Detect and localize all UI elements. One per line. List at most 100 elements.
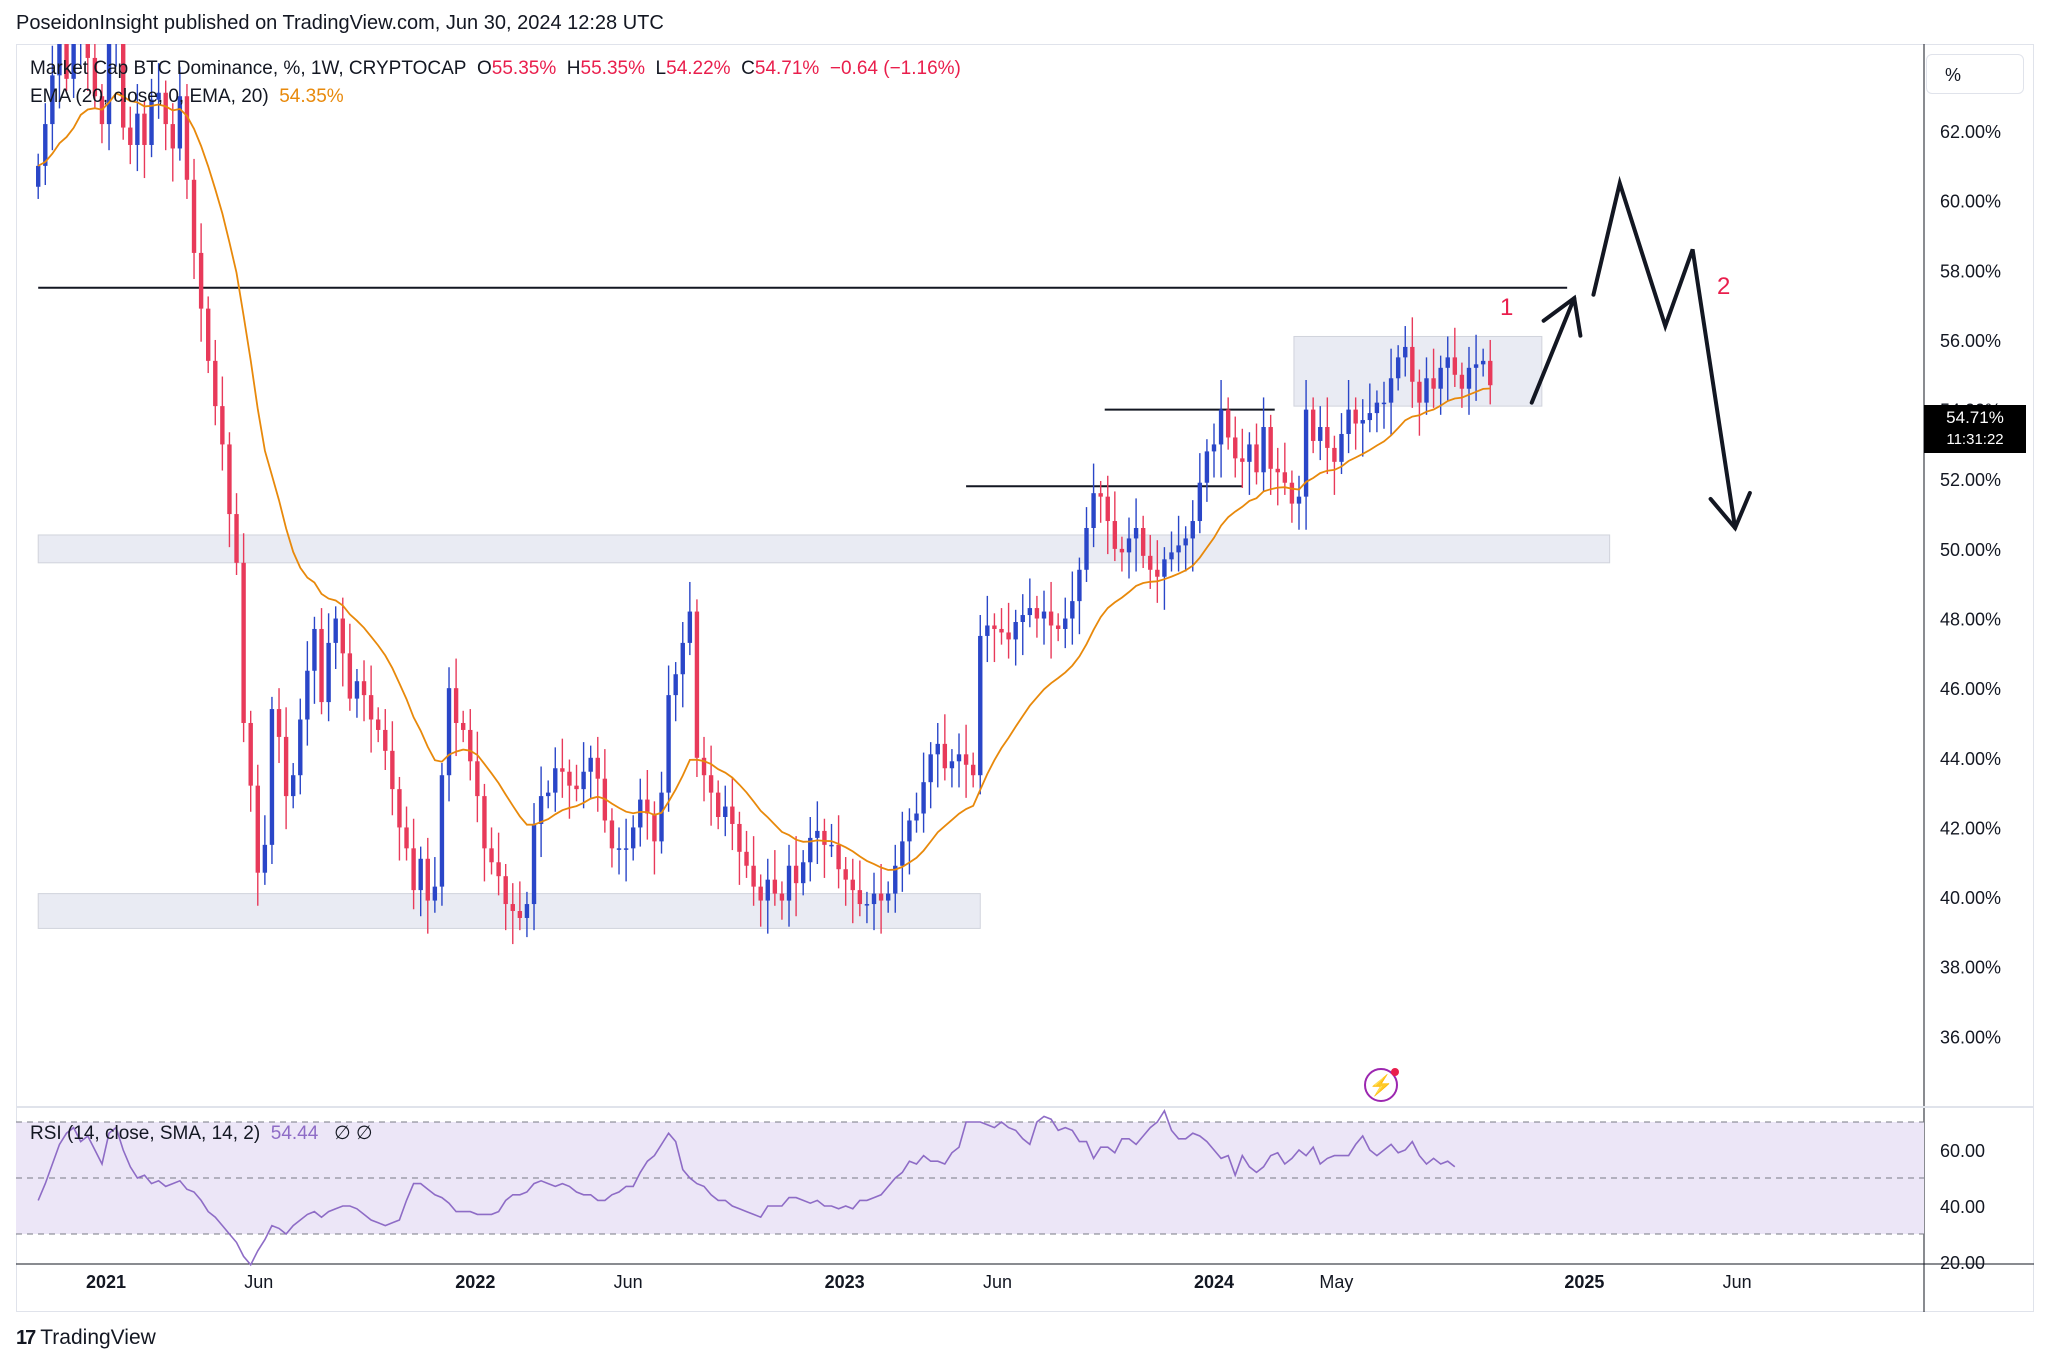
candle [1126,517,1132,579]
candle-body [822,830,827,845]
candle-body [347,653,353,699]
tradingview-logo[interactable]: 17 TradingView [16,1326,156,1350]
candle [276,688,282,764]
candle-body [560,768,565,772]
percent-scale-button[interactable]: % [1926,54,2024,94]
candle-body [220,406,225,445]
candle [765,858,770,934]
candle-body [765,879,770,901]
candle-body [305,670,310,720]
candle-body [85,44,90,58]
candle-body [885,893,891,901]
ema-legend[interactable]: EMA (20, close, 0, EMA, 20) 54.35% [30,86,344,108]
candle [1133,498,1139,572]
chart-frame[interactable] [16,44,2034,1312]
candle-body [1424,378,1429,403]
candle [1310,397,1316,454]
candle [1041,590,1047,645]
candle-body [340,618,345,654]
candle-body [963,754,969,765]
candle [708,745,714,826]
candle [1048,581,1054,659]
candle [206,296,211,374]
price-tick-label: 62.00% [1940,122,2001,142]
candle-body [1176,545,1181,553]
time-tick-label: Jun [1723,1272,1752,1292]
candle-body [432,886,438,901]
candle-body [638,799,643,828]
candle [956,733,962,788]
candle [1332,435,1337,495]
candle-body [970,764,976,776]
candle-body [298,719,303,776]
candle-body [206,308,211,361]
candle [1027,578,1033,628]
candle-body [1126,538,1132,553]
price-tick-label: 50.00% [1940,540,2001,560]
candle [1211,423,1217,478]
candle [1261,397,1266,492]
time-tick-label: Jun [983,1272,1012,1292]
candle [1275,447,1280,506]
candle-body [1034,608,1040,619]
candle [1077,557,1082,635]
candle [1204,439,1210,502]
candle-body [354,681,360,699]
candle [1197,453,1203,534]
candle [602,749,608,833]
candle-body [723,806,728,817]
candle-body [793,865,799,884]
candle [978,615,983,795]
candle [368,665,374,753]
rsi-legend[interactable]: RSI (14, close, SMA, 14, 2) 54.44 ∅ ∅ [30,1122,373,1145]
candle-body [1388,378,1394,403]
candle [1395,345,1401,391]
price-tick-label: 42.00% [1940,818,2001,838]
candle-body [1282,472,1288,483]
candle-body [269,709,275,845]
candle [1388,348,1394,436]
candle-body [907,820,912,842]
candle [234,493,239,575]
candle [375,707,381,743]
candle-body [538,796,544,824]
candle [198,223,204,342]
rsi-tick-label: 60.00 [1940,1141,1985,1161]
candle [751,836,756,906]
candle [1318,406,1323,461]
candle [935,722,940,788]
candle [340,597,345,687]
price-tick-label: 38.00% [1940,958,2001,978]
candle-body [276,709,282,737]
candle [1374,390,1380,433]
candle-body [623,848,629,850]
candle [836,815,841,889]
candle-body [800,862,806,884]
candle [333,606,338,670]
candle [1063,597,1068,649]
candle [1431,348,1436,408]
candle [106,44,112,151]
lightning-icon[interactable]: ⚡ [1364,1068,1399,1102]
candle-body [694,611,700,758]
candle-body [121,44,126,128]
candle [1190,500,1195,572]
candle-body [1353,409,1358,424]
candle-body [1048,611,1054,626]
main-legend[interactable]: Market Cap BTC Dominance, %, 1W, CRYPTOC… [30,58,961,80]
candle [241,533,246,743]
candle-body [680,642,685,675]
time-tick-label: 2024 [1194,1272,1234,1292]
candle-body [1027,608,1033,616]
candle [1466,346,1472,415]
candle-body [1431,378,1436,389]
candle [588,745,593,798]
low-label: L [655,58,667,79]
candle-body [361,681,367,696]
candle-body [57,44,62,76]
candle [298,698,303,795]
price-tick-label: 48.00% [1940,610,2001,630]
candle-body [1148,555,1153,570]
candle [1013,609,1018,666]
